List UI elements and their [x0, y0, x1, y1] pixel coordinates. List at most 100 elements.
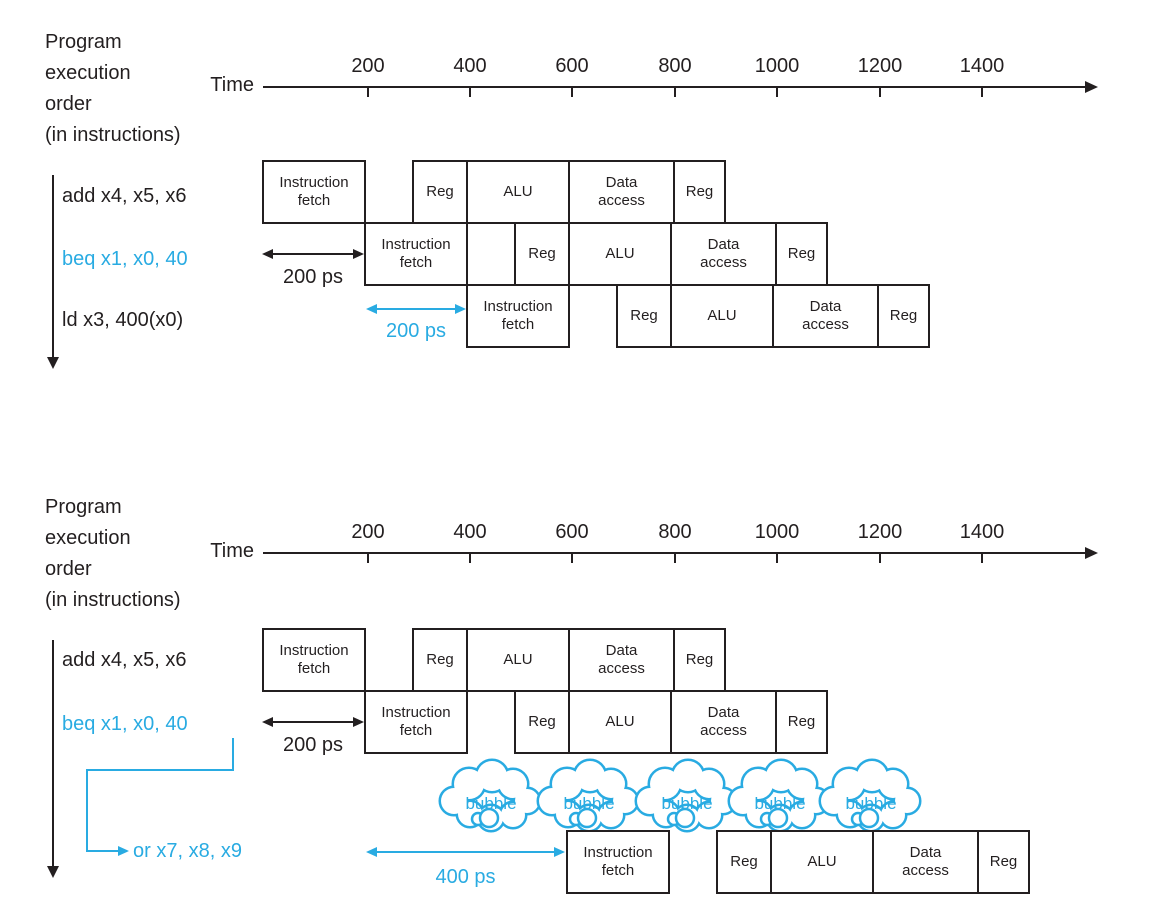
axis-tick-label: 1200 [857, 521, 903, 543]
instruction-label-or: or x7, x8, x9 [133, 840, 242, 862]
duration-arrow-400ps [366, 847, 565, 857]
stage-box-reg: Reg [775, 222, 828, 286]
bubble-cloud: bubble [727, 757, 831, 835]
axis-tick-label: 800 [658, 55, 692, 77]
duration-label-400ps: 400 ps [435, 866, 496, 888]
program-order-line: Program [45, 496, 122, 518]
stage-box-reg: Reg [877, 284, 930, 348]
axis-tick-label: 1000 [754, 521, 800, 543]
program-order-label: Program execution order (in instructions… [45, 27, 235, 151]
stage-box-reg: Reg [616, 284, 672, 348]
pipeline-row-beq: Instruction fetch Reg ALU Data access Re… [364, 222, 828, 286]
stage-box-reg: Reg [673, 628, 726, 692]
stage-box-reg: Reg [514, 690, 570, 754]
stage-label: fetch [399, 254, 433, 271]
axis-tick-label: 1000 [754, 55, 800, 77]
stage-label: access [802, 316, 849, 333]
bubble-label: bubble [465, 794, 516, 813]
stage-box-reg: Reg [716, 830, 772, 894]
axis-tick-label: 600 [555, 521, 589, 543]
stage-label: Instruction [583, 844, 653, 861]
instruction-label-beq: beq x1, x0, 40 [62, 248, 188, 270]
duration-label-200ps-cyan: 200 ps [385, 320, 447, 342]
stage-label: Instruction [483, 298, 553, 315]
pipeline-row-add: Instruction fetch Reg ALU Data access Re… [262, 160, 726, 224]
bubble-label: bubble [661, 794, 712, 813]
branch-connector-line [232, 738, 234, 771]
axis-tick-label: 400 [453, 55, 487, 77]
stage-box-alu: ALU [568, 690, 672, 754]
stage-box-alu: ALU [466, 628, 570, 692]
program-order-line: (in instructions) [45, 589, 181, 611]
stage-label: Data [909, 844, 942, 861]
stage-box-reg: Reg [673, 160, 726, 224]
stage-box-alu: ALU [568, 222, 672, 286]
axis-tick [981, 87, 983, 97]
stage-box-instruction-fetch: Instruction fetch [566, 830, 670, 894]
axis-tick [674, 87, 676, 97]
axis-tick [571, 87, 573, 97]
time-axis-arrowhead-icon [1085, 547, 1098, 559]
program-order-line: (in instructions) [45, 124, 181, 146]
program-order-arrow [52, 175, 54, 357]
program-order-label: Program execution order (in instructions… [45, 492, 235, 616]
stage-box-instruction-fetch: Instruction fetch [262, 628, 366, 692]
stage-box-reg: Reg [412, 628, 468, 692]
program-order-line: Program [45, 31, 122, 53]
stage-label: Instruction [381, 704, 451, 721]
program-order-arrow [52, 640, 54, 866]
stage-box-reg: Reg [977, 830, 1030, 894]
duration-label-200ps: 200 ps [282, 266, 344, 288]
axis-tick-label: 200 [351, 521, 385, 543]
stage-label: access [598, 192, 645, 209]
stage-label: Instruction [381, 236, 451, 253]
time-axis-arrowhead-icon [1085, 81, 1098, 93]
stage-label: access [700, 722, 747, 739]
stage-label: fetch [399, 722, 433, 739]
stage-box-alu: ALU [466, 160, 570, 224]
stage-box-data-access: Data access [670, 690, 777, 754]
axis-tick [367, 87, 369, 97]
stage-label: Data [809, 298, 842, 315]
stage-box-data-access: Data access [568, 628, 675, 692]
axis-tick [776, 553, 778, 563]
stage-label: Data [605, 174, 638, 191]
duration-arrow-200ps [262, 717, 364, 727]
axis-tick-label: 200 [351, 55, 385, 77]
duration-arrow-200ps [262, 249, 364, 259]
program-order-arrowhead-icon [47, 357, 59, 369]
stage-label: Data [707, 236, 740, 253]
stage-label: access [598, 660, 645, 677]
stage-label: fetch [297, 660, 331, 677]
stage-box-data-access: Data access [772, 284, 879, 348]
instruction-label-ld: ld x3, 400(x0) [62, 309, 184, 331]
stage-box-reg: Reg [514, 222, 570, 286]
instruction-label-beq: beq x1, x0, 40 [62, 713, 188, 735]
instruction-label-add: add x4, x5, x6 [62, 185, 187, 207]
bubble-cloud: bubble [634, 757, 738, 835]
axis-tick [674, 553, 676, 563]
axis-tick [367, 553, 369, 563]
axis-tick-label: 400 [453, 521, 487, 543]
stage-label: fetch [601, 862, 635, 879]
stage-label: access [700, 254, 747, 271]
axis-tick [776, 87, 778, 97]
stage-box-reg: Reg [775, 690, 828, 754]
branch-connector-arrowhead-icon [118, 846, 129, 856]
bubble-label: bubble [845, 794, 896, 813]
duration-arrow-200ps-cyan [366, 304, 466, 314]
axis-tick-label: 1400 [959, 55, 1005, 77]
time-axis-label: Time [210, 540, 254, 562]
bubble-cloud: bubble [536, 757, 640, 835]
program-order-line: order [45, 93, 92, 115]
stage-label: Data [605, 642, 638, 659]
axis-tick [879, 553, 881, 563]
axis-tick-label: 1200 [857, 55, 903, 77]
instruction-label-add: add x4, x5, x6 [62, 649, 187, 671]
stage-box-instruction-fetch: Instruction fetch [364, 222, 468, 286]
stage-box-reg: Reg [412, 160, 468, 224]
axis-tick-label: 600 [555, 55, 589, 77]
time-axis-label: Time [210, 74, 254, 96]
pipeline-row-ld: Instruction fetch Reg ALU Data access Re… [466, 284, 930, 348]
program-order-line: execution [45, 62, 131, 84]
